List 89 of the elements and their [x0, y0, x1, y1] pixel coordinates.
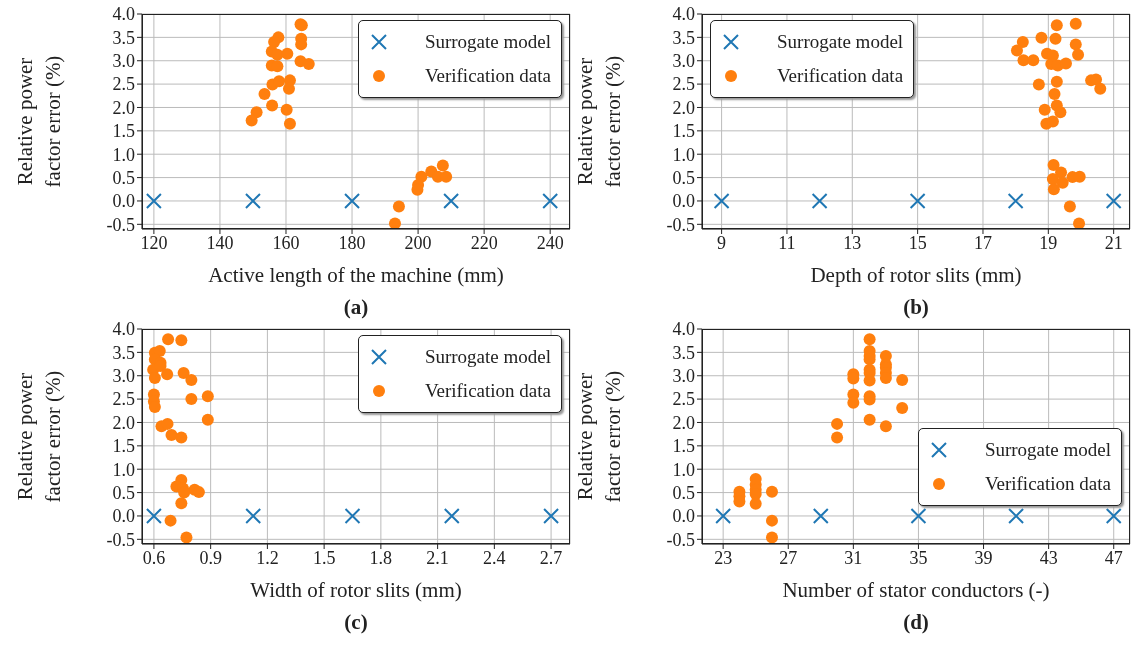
x-tick-label: 1.8 — [369, 547, 393, 568]
y-tick-label: 0.0 — [672, 506, 695, 527]
x-tick-label: 23 — [714, 547, 733, 568]
text: (d) — [902, 610, 930, 635]
legend-label: Verification data — [984, 473, 1111, 495]
x-tick-label: 120 — [140, 232, 168, 253]
y-tick-label: 1.5 — [672, 121, 695, 142]
x-tick-label: 2.1 — [426, 547, 449, 568]
y-tick-label: 1.5 — [672, 436, 695, 457]
x-tick-label: 2.7 — [539, 547, 563, 568]
x-tick-label: 13 — [843, 232, 862, 253]
y-tick-label: 1.5 — [112, 121, 135, 142]
x-tick-label: 27 — [779, 547, 798, 568]
y-tick-label: 3.5 — [672, 342, 695, 363]
y-tick-label: 3.0 — [112, 51, 135, 72]
x-tick-label: 0.6 — [142, 547, 166, 568]
legend-label: Verification data — [424, 380, 551, 402]
x-tick-label: 180 — [338, 232, 366, 253]
x-tick-label: 2.4 — [483, 547, 506, 568]
x-tick-label: 39 — [974, 547, 993, 568]
y-tick-label: 1.0 — [672, 459, 695, 480]
x-tick-label: 160 — [272, 232, 300, 253]
y-tick-label: 3.5 — [672, 27, 695, 48]
x-axis-title: Width of rotor slits (mm) — [249, 578, 463, 603]
legend-label: Verification data — [424, 65, 551, 87]
x-tick-label: 43 — [1039, 547, 1058, 568]
x-tick-label: 17 — [973, 232, 992, 253]
legend-label: Surrogate model — [777, 31, 904, 53]
y-axis-title: Relative power factor error (%) — [13, 370, 65, 503]
y-tick-label: 3.0 — [672, 366, 695, 387]
y-tick-label: 2.0 — [672, 97, 695, 118]
x-tick-label: 21 — [1104, 232, 1123, 253]
y-tick-label: -0.5 — [106, 529, 135, 550]
legend-label: Verification data — [777, 65, 904, 87]
y-tick-label: 0.0 — [112, 506, 135, 527]
y-tick-label: -0.5 — [666, 529, 695, 550]
y-tick-label: 0.0 — [112, 191, 135, 212]
x-tick-label: 140 — [206, 232, 234, 253]
y-tick-label: -0.5 — [106, 214, 135, 235]
x-axis-title: Depth of rotor slits (mm) — [809, 263, 1023, 288]
x-tick-label: 200 — [404, 232, 432, 253]
x-axis-title: Number of stator conductors (-) — [781, 578, 1051, 603]
y-tick-label: 0.0 — [672, 191, 695, 212]
y-tick-label: 1.0 — [112, 459, 135, 480]
x-tick-label: 1.2 — [256, 547, 279, 568]
text: (a) — [342, 295, 370, 320]
y-tick-label: 2.0 — [672, 412, 695, 433]
y-tick-label: 3.0 — [672, 51, 695, 72]
y-axis-title: Relative power factor error (%) — [573, 370, 625, 503]
y-tick-label: 0.5 — [112, 167, 135, 188]
y-tick-label: 3.5 — [112, 342, 135, 363]
x-tick-label: 9 — [717, 232, 727, 253]
x-tick-label: 240 — [536, 232, 564, 253]
y-axis-title: Relative power factor error (%) — [13, 55, 65, 188]
x-tick-label: 15 — [908, 232, 927, 253]
x-tick-label: 1.5 — [312, 547, 336, 568]
y-tick-label: 0.5 — [672, 167, 695, 188]
y-axis-title: Relative power factor error (%) — [573, 55, 625, 188]
x-tick-label: 220 — [470, 232, 498, 253]
text: (c) — [343, 610, 369, 635]
y-tick-label: 1.0 — [112, 144, 135, 165]
y-tick-label: 2.5 — [672, 74, 695, 95]
x-tick-label: 11 — [778, 232, 796, 253]
y-tick-label: 4.0 — [112, 319, 135, 340]
x-axis-title: Active length of the machine (mm) — [207, 263, 505, 288]
y-tick-label: 1.5 — [112, 436, 135, 457]
y-tick-label: 2.0 — [112, 412, 135, 433]
y-tick-label: 2.0 — [112, 97, 135, 118]
legend-label: Surrogate model — [984, 439, 1111, 461]
y-tick-label: 3.5 — [112, 27, 135, 48]
x-tick-label: 31 — [844, 547, 863, 568]
y-tick-label: 4.0 — [672, 4, 695, 25]
x-tick-label: 0.9 — [199, 547, 222, 568]
text: (b) — [902, 295, 930, 320]
y-tick-label: 2.5 — [672, 389, 695, 410]
y-tick-label: 2.5 — [112, 74, 135, 95]
legend-label: Surrogate model — [424, 346, 551, 368]
y-tick-label: 4.0 — [112, 4, 135, 25]
y-tick-label: 2.5 — [112, 389, 135, 410]
legend-label: Surrogate model — [424, 31, 551, 53]
y-tick-label: 3.0 — [112, 366, 135, 387]
y-tick-label: 4.0 — [672, 319, 695, 340]
x-tick-label: 19 — [1039, 232, 1058, 253]
x-tick-label: 35 — [909, 547, 928, 568]
y-tick-label: 0.5 — [672, 482, 695, 503]
y-tick-label: -0.5 — [666, 214, 695, 235]
y-tick-label: 0.5 — [112, 482, 135, 503]
y-tick-label: 1.0 — [672, 144, 695, 165]
x-tick-label: 47 — [1104, 547, 1123, 568]
